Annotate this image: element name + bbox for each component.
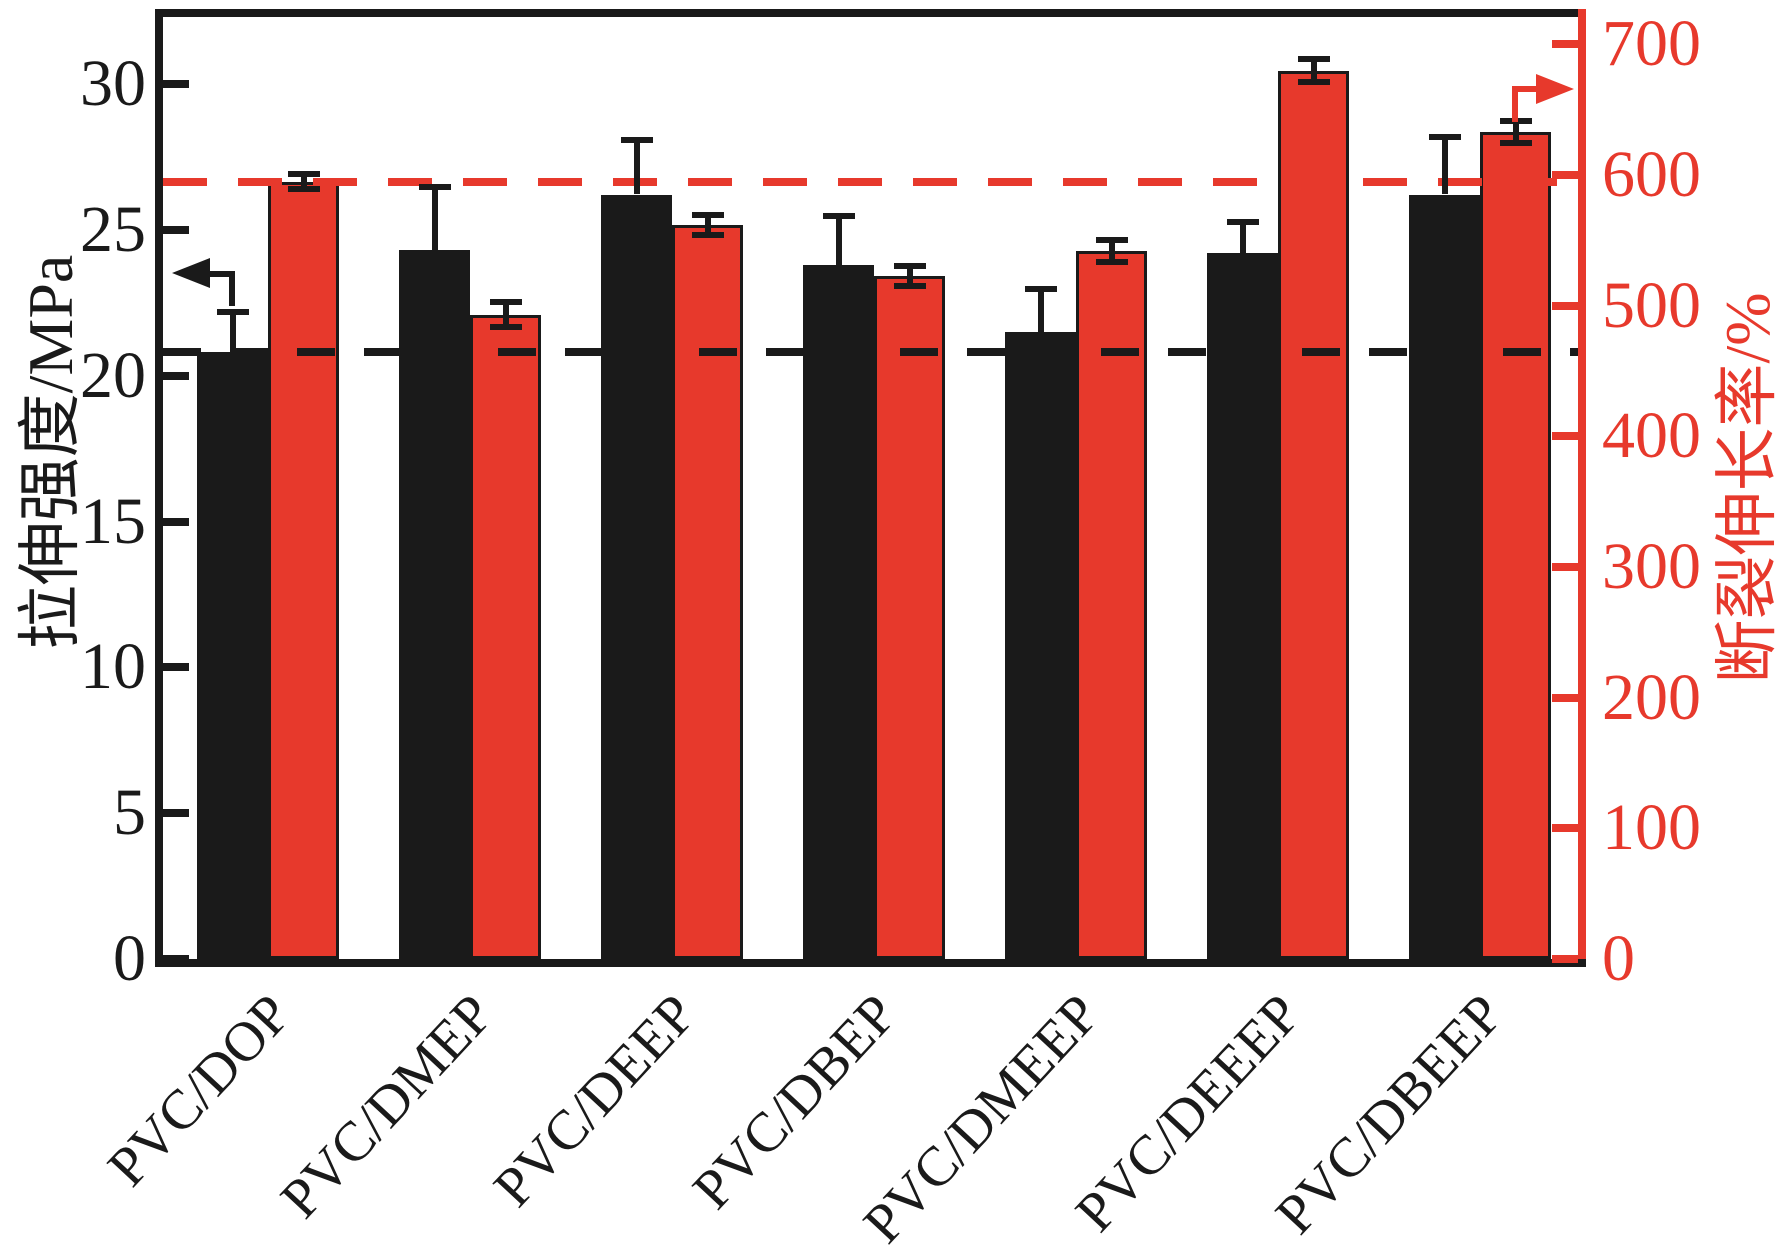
tensile-bar <box>399 250 470 959</box>
tensile-error-cap <box>1227 219 1259 225</box>
category-label: PVC/DBEP <box>681 983 910 1222</box>
elongation-error-line <box>1311 61 1317 79</box>
elongation-error-line <box>1513 123 1519 141</box>
tensile-bar <box>197 352 268 959</box>
bottom-axis-line <box>155 959 1586 967</box>
tensile-error-line <box>1442 139 1448 194</box>
elongation-bar <box>1278 71 1349 959</box>
elongation-bar <box>1076 251 1147 959</box>
left-axis-tick-label: 5 <box>113 776 146 849</box>
right-axis-tick <box>1552 40 1578 48</box>
tensile-error-line <box>432 189 438 250</box>
left-axis-tick-label: 20 <box>80 339 146 412</box>
left-axis-tick <box>163 809 189 817</box>
elongation-error-cap <box>1298 79 1330 85</box>
tensile-error-cap <box>1025 286 1057 292</box>
tensile-error-cap <box>621 137 653 143</box>
left-axis-tick-label: 30 <box>80 47 146 120</box>
tensile-error-cap <box>1429 134 1461 140</box>
right-axis-arrow-head-icon <box>1536 74 1574 104</box>
left-axis-tick <box>163 226 189 234</box>
category-label: PVC/DMEP <box>268 983 506 1231</box>
elongation-error-cap <box>490 299 522 305</box>
right-axis-tick <box>1552 302 1578 310</box>
elongation-error-cap <box>490 324 522 330</box>
right-axis-tick-label: 700 <box>1602 7 1701 80</box>
elongation-error-cap <box>288 186 320 192</box>
elongation-bar <box>874 276 945 959</box>
right-axis-tick-label: 600 <box>1602 138 1701 211</box>
tensile-error-line <box>634 142 640 194</box>
right-axis-tick <box>1552 824 1578 832</box>
elongation-error-line <box>907 268 913 284</box>
left-axis-tick-label: 25 <box>80 193 146 266</box>
elongation-bar <box>1480 132 1551 959</box>
left-axis-arrow-head-icon <box>172 258 210 288</box>
right-axis-line <box>1578 9 1586 967</box>
right-axis-tick <box>1552 955 1578 963</box>
elongation-reference-dashed-line <box>163 178 1578 186</box>
left-axis-tick <box>163 372 189 380</box>
right-axis-tick <box>1552 171 1578 179</box>
elongation-error-cap <box>692 212 724 218</box>
right-axis-tick <box>1552 563 1578 571</box>
right-axis-tick-label: 500 <box>1602 269 1701 342</box>
right-axis-tick <box>1552 432 1578 440</box>
left-axis-arrow-line-h <box>206 271 235 277</box>
tensile-error-cap <box>823 213 855 219</box>
left-axis-tick <box>163 80 189 88</box>
elongation-error-line <box>301 176 307 186</box>
tensile-bar <box>601 195 672 959</box>
left-axis-tick <box>163 955 189 963</box>
elongation-error-cap <box>1096 259 1128 265</box>
tensile-bar <box>1207 253 1278 959</box>
elongation-bar <box>268 182 339 959</box>
right-axis-title: 断裂伸长率/% <box>1712 292 1783 684</box>
tensile-bar <box>803 265 874 959</box>
elongation-error-cap <box>692 232 724 238</box>
left-axis-tick-label: 10 <box>80 630 146 703</box>
right-axis-tick-label: 400 <box>1602 399 1701 472</box>
tensile-error-cap <box>217 309 249 315</box>
right-axis-arrow-line-v <box>1512 87 1518 122</box>
left-axis-line <box>155 9 163 967</box>
tensile-error-line <box>1038 291 1044 332</box>
elongation-error-cap <box>288 171 320 177</box>
elongation-error-line <box>1109 242 1115 260</box>
left-axis-tick-label: 15 <box>80 485 146 558</box>
elongation-bar <box>470 315 541 959</box>
tensile-bar <box>1005 332 1076 959</box>
category-label: PVC/DOP <box>96 983 304 1199</box>
right-axis-arrow-line-h <box>1512 86 1540 92</box>
left-axis-title: 拉伸强度/MPa <box>15 254 86 650</box>
elongation-error-line <box>705 217 711 233</box>
tensile-reference-dashed-line <box>163 348 1578 356</box>
left-axis-arrow-line-v <box>229 272 235 306</box>
top-axis-line <box>155 9 1586 17</box>
left-axis-tick-label: 0 <box>113 922 146 995</box>
right-axis-tick-label: 200 <box>1602 661 1701 734</box>
category-label: PVC/DEEP <box>481 983 708 1219</box>
left-axis-tick <box>163 663 189 671</box>
tensile-error-line <box>230 314 236 352</box>
elongation-error-line <box>503 304 509 325</box>
elongation-error-cap <box>894 283 926 289</box>
right-axis-tick <box>1552 694 1578 702</box>
left-axis-tick <box>163 518 189 526</box>
right-axis-tick-label: 100 <box>1602 791 1701 864</box>
tensile-error-line <box>836 218 842 265</box>
elongation-bar <box>672 225 743 959</box>
tensile-bar <box>1409 195 1480 959</box>
elongation-error-cap <box>894 263 926 269</box>
elongation-error-cap <box>1298 56 1330 62</box>
tensile-error-cap <box>419 184 451 190</box>
right-axis-tick-label: 0 <box>1602 922 1635 995</box>
elongation-error-cap <box>1096 237 1128 243</box>
right-axis-tick-label: 300 <box>1602 530 1701 603</box>
elongation-error-cap <box>1500 140 1532 146</box>
tensile-error-line <box>1240 224 1246 253</box>
